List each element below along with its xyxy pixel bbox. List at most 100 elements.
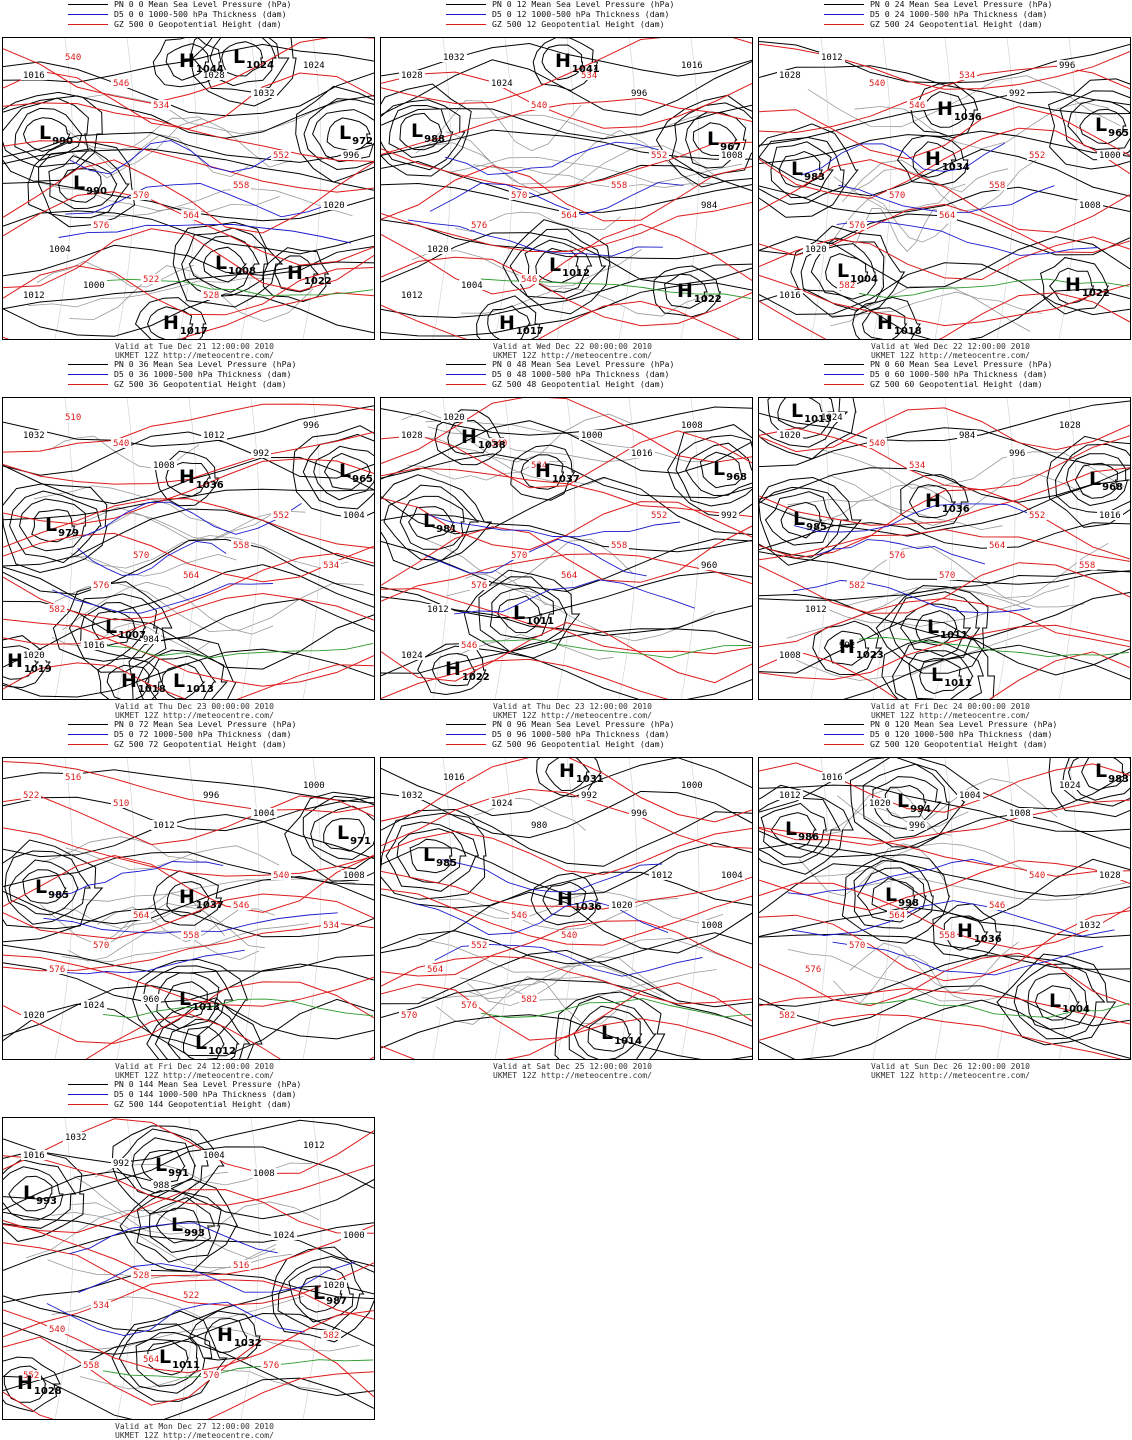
contour-layer: 1028 1020 540 534 1000 1016 1008 992 960 552 558 56… bbox=[381, 398, 752, 699]
thickness-contour bbox=[801, 142, 1006, 176]
graticule-line bbox=[618, 398, 638, 699]
contour-label-bg bbox=[887, 190, 907, 200]
contour-label-bg bbox=[111, 1158, 131, 1168]
weather-map: 1032 1016 1024 980 992 996 1000 1004 1008 1012 102… bbox=[380, 757, 753, 1060]
contour-value-label: 516 bbox=[233, 1261, 249, 1271]
isobar bbox=[3, 210, 374, 255]
height-contour bbox=[759, 1013, 1122, 1059]
valid-time-caption: Valid at Sun Dec 26 12:00:00 2010 UKMET 1… bbox=[871, 1062, 1030, 1080]
thickness-contour bbox=[46, 949, 245, 975]
thickness-contour bbox=[411, 900, 669, 935]
contour-label-bg bbox=[341, 1230, 367, 1240]
contour-value-label: 564 bbox=[989, 541, 1005, 551]
isobar bbox=[302, 433, 374, 510]
contour-label-bg bbox=[847, 940, 867, 950]
graticule-line bbox=[116, 758, 136, 1059]
legend-entry: GZ 500 0 Geopotential Height (dam) bbox=[68, 19, 282, 29]
legend-entry: D5 0 36 1000-500 hPa Thickness (dam) bbox=[68, 369, 291, 379]
contour-value-label: 546 bbox=[233, 901, 249, 911]
pressure-center-value: 1004 bbox=[1062, 1004, 1090, 1015]
height-contour bbox=[3, 1189, 374, 1234]
graticule-line bbox=[934, 38, 954, 339]
isobar bbox=[1047, 78, 1130, 170]
isobar bbox=[381, 1014, 752, 1059]
pressure-center-letter: L bbox=[927, 616, 940, 638]
contour-label-bg bbox=[1027, 150, 1047, 160]
pressure-center-value: 971 bbox=[350, 836, 371, 847]
coastline bbox=[822, 804, 969, 834]
contour-label-bg bbox=[301, 60, 327, 70]
contour-value-label: 558 bbox=[989, 181, 1005, 191]
legend-swatch bbox=[824, 364, 864, 365]
contour-label-bg bbox=[907, 820, 927, 830]
graticule-line bbox=[810, 398, 830, 699]
contour-value-label: 576 bbox=[849, 221, 865, 231]
high-pressure-center: H1036 bbox=[957, 922, 1002, 945]
contour-label-bg bbox=[251, 448, 271, 458]
coastline bbox=[65, 845, 280, 870]
legend-swatch bbox=[824, 24, 864, 25]
contour-value-label: 996 bbox=[631, 89, 647, 99]
contour-value-label: 1032 bbox=[253, 89, 275, 99]
pressure-center-letter: L bbox=[339, 122, 352, 144]
isobar bbox=[38, 148, 130, 219]
pressure-center-value: 985 bbox=[48, 890, 69, 901]
coastline bbox=[464, 570, 565, 610]
legend-entry: PN 0 96 Mean Sea Level Pressure (hPa) bbox=[446, 719, 674, 729]
legend-label: GZ 500 12 Geopotential Height (dam) bbox=[492, 19, 665, 29]
pressure-center-value: 965 bbox=[352, 474, 373, 485]
high-pressure-center: H1038 bbox=[461, 428, 506, 451]
contour-label-bg bbox=[91, 580, 111, 590]
coastline bbox=[26, 1209, 276, 1260]
isobar bbox=[487, 305, 531, 339]
contour-label-bg bbox=[529, 460, 549, 470]
pressure-center-value: 1022 bbox=[303, 276, 332, 287]
isobar bbox=[861, 307, 908, 339]
thickness-contour bbox=[793, 503, 1031, 533]
contour-label-bg bbox=[63, 412, 83, 422]
legend-label: GZ 500 144 Geopotential Height (dam) bbox=[114, 1099, 292, 1109]
high-pressure-center: H1022 bbox=[445, 660, 490, 683]
pressure-center-letter: L bbox=[215, 252, 228, 274]
thickness-contour bbox=[836, 220, 1099, 256]
contour-label-bg bbox=[777, 290, 803, 300]
legend-swatch bbox=[824, 734, 864, 735]
contour-value-label: 558 bbox=[1079, 561, 1095, 571]
thickness-contour-layer bbox=[52, 501, 374, 659]
pressure-center-value: 993 bbox=[184, 1228, 205, 1239]
contour-label-bg bbox=[151, 100, 171, 110]
isobar bbox=[510, 444, 576, 501]
contour-value-label: 1020 bbox=[779, 431, 801, 441]
contour-value-label: 546 bbox=[113, 79, 129, 89]
low-pressure-center: L983 bbox=[791, 160, 825, 183]
pressure-center-value: 1011 bbox=[940, 630, 968, 641]
legend-label: PN 0 24 Mean Sea Level Pressure (hPa) bbox=[870, 0, 1053, 9]
pressure-center-letter: L bbox=[897, 790, 910, 812]
high-pressure-center: H1017 bbox=[499, 314, 544, 337]
isobar bbox=[3, 875, 374, 925]
thickness-contour-layer bbox=[46, 1222, 374, 1379]
contour-label-bg bbox=[399, 650, 425, 660]
graticule-line bbox=[996, 758, 1016, 1059]
height-contour bbox=[3, 1371, 374, 1419]
legend-label: GZ 500 36 Geopotential Height (dam) bbox=[114, 379, 287, 389]
contour-label-bg bbox=[679, 780, 705, 790]
isobar bbox=[759, 236, 1130, 289]
contour-value-label: 1008 bbox=[701, 921, 723, 931]
isobar bbox=[908, 650, 974, 699]
contour-value-label: 1016 bbox=[779, 291, 801, 301]
legend-entry: D5 0 120 1000-500 hPa Thickness (dam) bbox=[824, 729, 1052, 739]
contour-label-bg bbox=[81, 280, 107, 290]
pressure-center-value: 985 bbox=[806, 522, 827, 533]
pressure-center-value: 1008 bbox=[228, 266, 256, 277]
isobar-layer bbox=[759, 41, 1130, 339]
isobar bbox=[685, 442, 752, 497]
isobar bbox=[573, 1005, 643, 1059]
isobar bbox=[759, 136, 845, 205]
isobar bbox=[447, 419, 493, 455]
valid-time-caption: Valid at Thu Dec 23 00:00:00 2010 UKMET 1… bbox=[115, 702, 274, 720]
pressure-center-value: 1012 bbox=[208, 1046, 236, 1057]
isobar bbox=[128, 637, 237, 699]
isobar bbox=[8, 1175, 53, 1212]
isobar bbox=[381, 930, 752, 965]
